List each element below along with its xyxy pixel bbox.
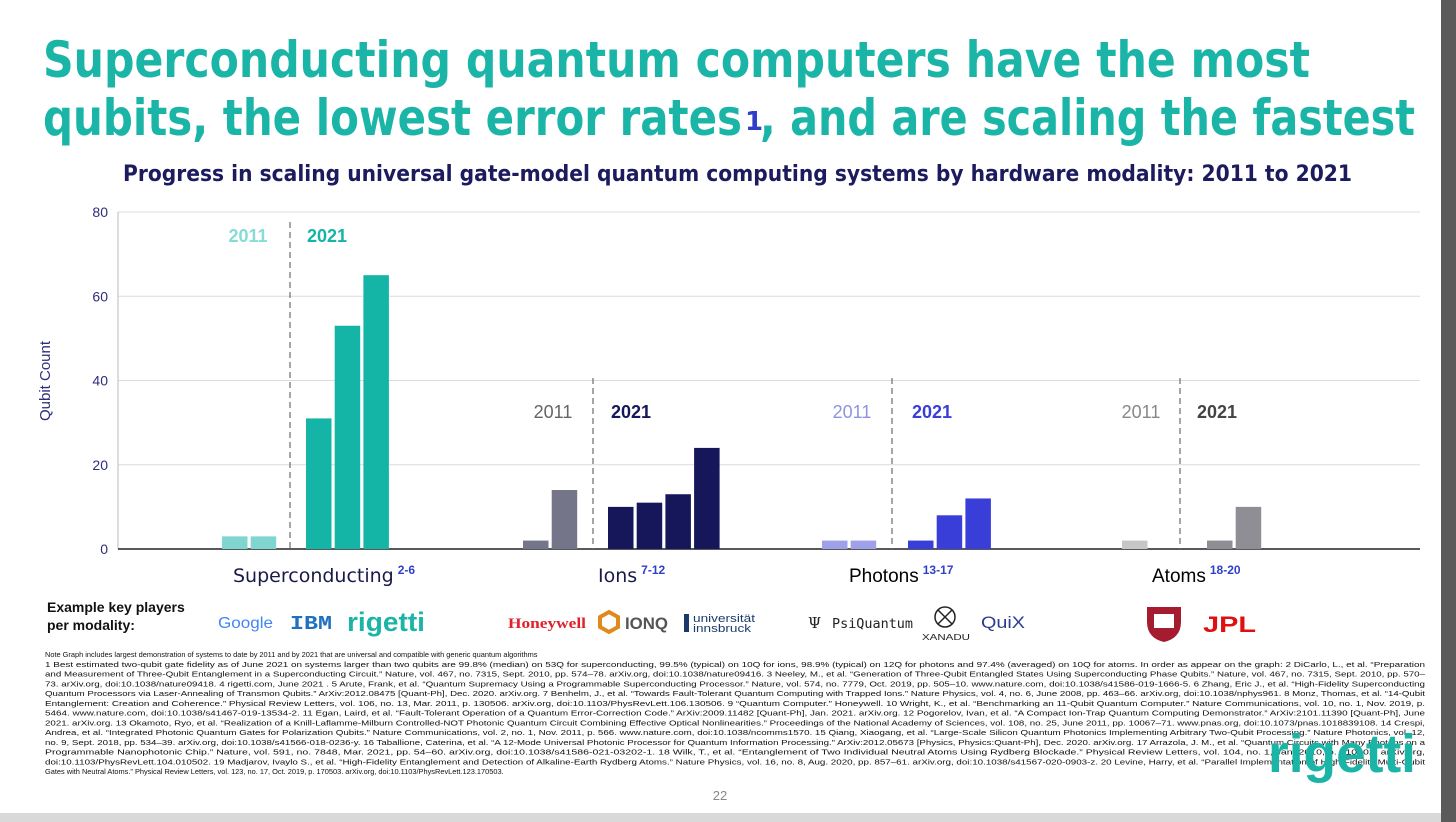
logo-xanadu: XANADU [922, 633, 970, 642]
logo-honeywell: Honeywell [508, 616, 586, 632]
logo-innsbruck: innsbruck [693, 623, 752, 635]
y-tick-label: 80 [92, 204, 108, 220]
year-label: 2021 [912, 402, 952, 422]
logo-xanadu-icon [937, 609, 953, 625]
chart-subtitle: Progress in scaling universal gate-model… [123, 162, 1352, 187]
y-tick-label: 0 [100, 541, 108, 557]
players-label: per modality: [47, 617, 135, 633]
category-refs: 7-12 [641, 563, 665, 577]
footnote: Note Graph includes largest demonstratio… [45, 650, 538, 659]
bar [363, 275, 389, 549]
category-refs: 18-20 [1210, 563, 1241, 577]
logo-ibm: IBM [290, 613, 332, 635]
footnotes: Note Graph includes largest demonstratio… [45, 650, 1426, 776]
brand-logo: rigetti [1268, 724, 1416, 784]
bar [250, 536, 277, 549]
title: Superconducting quantum computers have t… [43, 31, 1310, 89]
bar [965, 498, 991, 549]
logo-psiquantum: PsiQuantum [832, 617, 913, 632]
logo-xanadu-icon [934, 606, 956, 628]
footnote: doi:10.1103/PhysRevLett.104.010502. 19 M… [45, 757, 1425, 766]
slide-shadow [0, 813, 1441, 822]
bar [822, 540, 848, 549]
year-label: 2021 [307, 226, 347, 246]
title: qubits, the lowest error rates [43, 89, 742, 147]
logo-rigetti: rigetti [347, 607, 425, 637]
category-label: Ions [598, 565, 637, 587]
footnote: no. 9, Sept. 2018, pp. 534–39. arXiv.org… [45, 738, 1426, 747]
footnote: Andrea, et al. “Integrated Photonic Quan… [45, 728, 1425, 737]
year-label: 2011 [833, 402, 872, 422]
logo-ionq: IONQ [625, 614, 668, 633]
logo-innsbruck: universität [693, 613, 755, 625]
bar [222, 536, 248, 549]
year-label: 2021 [611, 402, 651, 422]
bar [551, 490, 578, 549]
y-tick-label: 40 [92, 373, 108, 389]
logo-psiquantum-icon: Ψ [808, 614, 821, 632]
year-label: 2011 [534, 402, 573, 422]
bar [850, 540, 877, 549]
footnote: Programmable Nanophotonic Chip.” Nature,… [45, 748, 1425, 757]
category-refs: 2-6 [398, 563, 416, 577]
bar [694, 447, 720, 549]
logo-innsbruck-icon [684, 614, 689, 632]
bar [334, 325, 361, 549]
plot: 0 20 40 60 80 2011 2021 Superconducting 2-6 2011 2… [92, 204, 1420, 587]
category-label: Superconducting [233, 565, 394, 587]
y-axis-label: Qubit Count [37, 340, 54, 421]
bar [1235, 506, 1262, 549]
footnote: and Measurement of Three-Qubit Entanglem… [45, 670, 1426, 679]
bar [523, 540, 549, 549]
bar [665, 494, 691, 549]
footnote: 2021. arXiv.org. 13 Okamoto, Ryo, et al.… [45, 718, 1425, 727]
bar [636, 502, 663, 549]
year-label: 2011 [1122, 402, 1161, 422]
title-superscript: 1 [745, 107, 763, 137]
category-refs: 13-17 [923, 563, 954, 577]
footnote: 1 Best estimated two-qubit gate fidelity… [45, 660, 1425, 669]
bar [306, 418, 332, 549]
y-tick-label: 60 [92, 288, 108, 304]
logo-google: Google [218, 615, 273, 632]
title: , and are scaling the fastest [760, 89, 1415, 147]
bar [936, 515, 963, 549]
footnote: Entanglement: Creation and Coherence.” P… [45, 699, 1425, 708]
logo-jpl: JPL [1203, 612, 1256, 637]
bar [1122, 540, 1148, 549]
footnote: 73. arXiv.org, doi:10.1038/nature09418. … [45, 679, 1425, 688]
footnote: Quantum Processors via Laser-Annealing o… [45, 689, 1425, 698]
footnote: 5464. www.nature.com, doi:10.1038/s41467… [45, 709, 1425, 718]
footnote: Gates with Neutral Atoms.” Physical Revi… [45, 767, 504, 776]
window-edge [1441, 0, 1456, 822]
bar [1207, 540, 1233, 549]
players-label: Example key players [47, 599, 185, 615]
year-label: 2011 [228, 226, 267, 246]
page-number: 22 [713, 788, 727, 803]
bar [608, 506, 634, 549]
year-label: 2021 [1197, 402, 1237, 422]
logo-ionq-icon [598, 609, 620, 635]
logo-quix: QuiX [981, 613, 1025, 632]
y-tick-label: 20 [92, 457, 108, 473]
bar [908, 540, 934, 549]
category-label: Atoms [1152, 566, 1206, 587]
category-label: Photons [849, 566, 919, 587]
logo-harvard [1154, 614, 1174, 628]
